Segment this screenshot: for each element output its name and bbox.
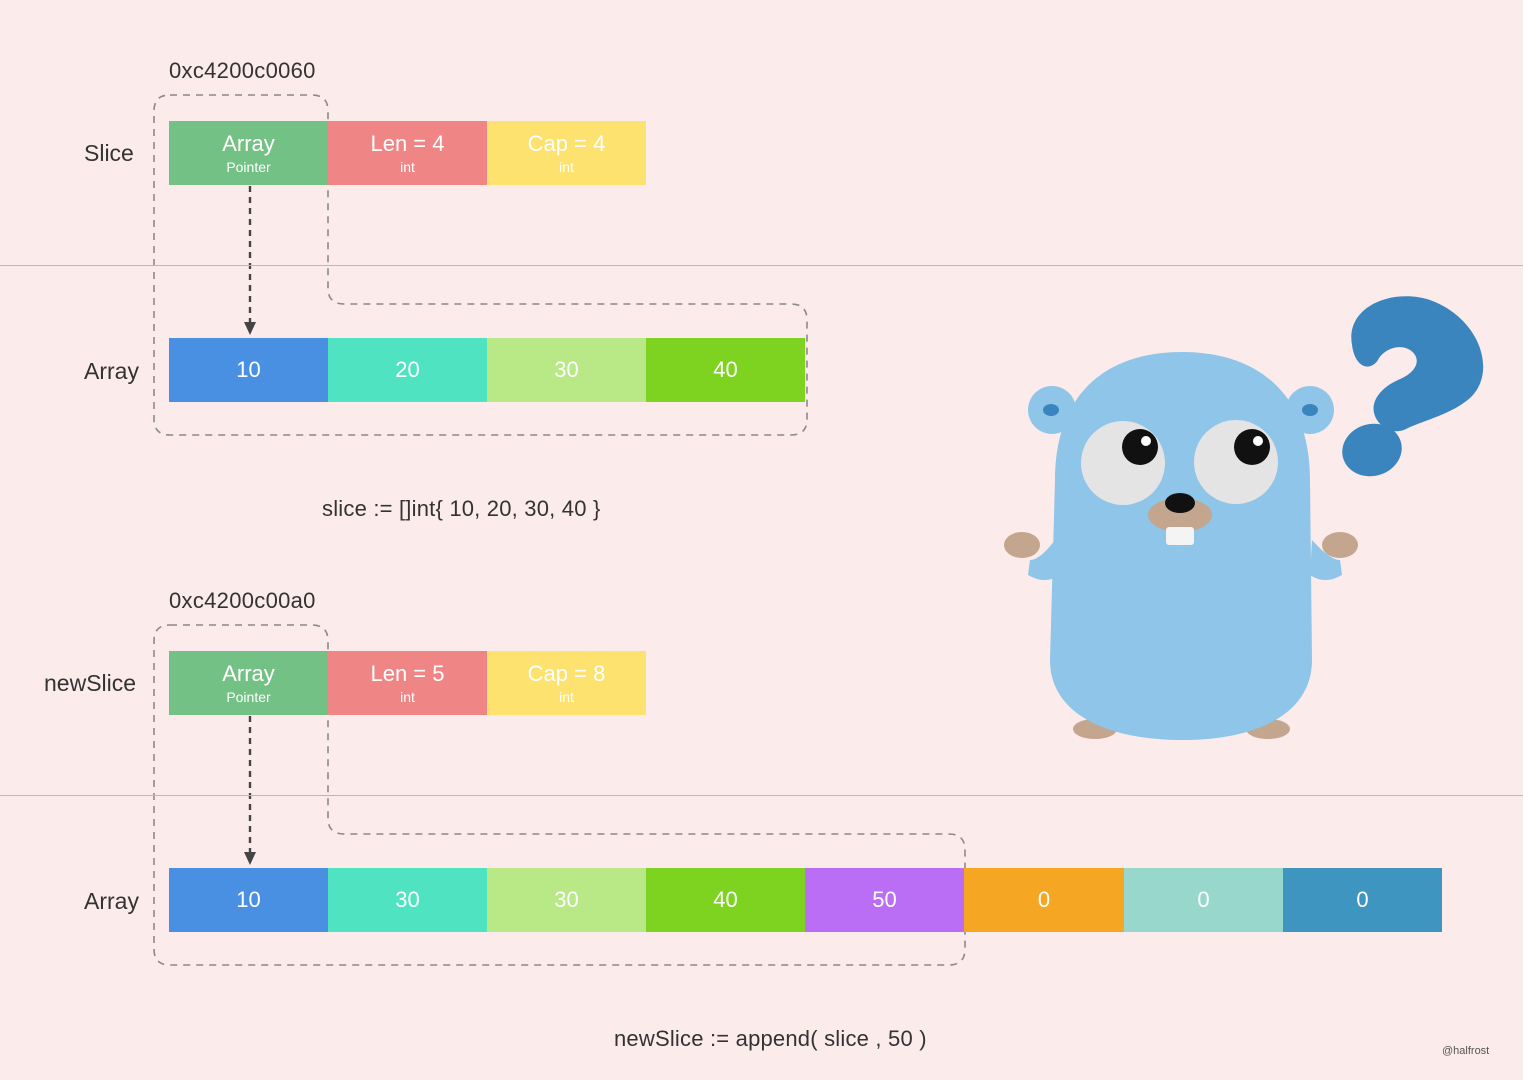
len-type: int xyxy=(400,688,415,705)
newslice-header-len: Len = 5 int xyxy=(328,651,487,715)
bottom-code-caption: newSlice := append( slice , 50 ) xyxy=(614,1026,927,1051)
gopher-right-hand xyxy=(1322,532,1358,558)
bottom-array-label: Array xyxy=(84,888,139,914)
bottom-array-element: 0 xyxy=(964,868,1124,932)
gopher-nose xyxy=(1165,493,1195,513)
top-array-element: 40 xyxy=(646,338,805,402)
top-array-element: 10 xyxy=(169,338,328,402)
bottom-array-element: 10 xyxy=(169,868,328,932)
slice-header-pointer: Array Pointer xyxy=(169,121,328,185)
top-array-label: Array xyxy=(84,358,139,384)
slice-header-len: Len = 4 int xyxy=(328,121,487,185)
cap-label: Cap = 4 xyxy=(527,130,606,156)
bottom-array-element: 50 xyxy=(805,868,964,932)
pointer-label: Array xyxy=(222,130,275,156)
top-array-element: 20 xyxy=(328,338,487,402)
top-slice-outline xyxy=(153,94,808,436)
gopher-body xyxy=(1050,352,1312,740)
pointer-label: Array xyxy=(222,660,275,686)
newslice-header-pointer: Array Pointer xyxy=(169,651,328,715)
bottom-array-element: 0 xyxy=(1124,868,1283,932)
top-code-caption: slice := []int{ 10, 20, 30, 40 } xyxy=(322,496,601,521)
pointer-type: Pointer xyxy=(226,158,271,175)
question-mark-icon xyxy=(1342,296,1484,477)
gopher-tooth xyxy=(1166,527,1194,545)
slice-header-cap: Cap = 4 int xyxy=(487,121,646,185)
pointer-type: Pointer xyxy=(226,688,271,705)
gopher-right-eye xyxy=(1194,420,1278,504)
len-type: int xyxy=(400,158,415,175)
top-slice-address: 0xc4200c0060 xyxy=(169,58,316,83)
bottom-array-element: 0 xyxy=(1283,868,1442,932)
bottom-array-element: 30 xyxy=(328,868,487,932)
section-divider-bottom xyxy=(0,795,1523,796)
bottom-array-element: 40 xyxy=(646,868,805,932)
newslice-header-cap: Cap = 8 int xyxy=(487,651,646,715)
bottom-slice-address: 0xc4200c00a0 xyxy=(169,588,316,613)
gopher-left-hand xyxy=(1004,532,1040,558)
bottom-slice-outline xyxy=(153,624,966,966)
cap-type: int xyxy=(559,688,574,705)
section-divider-top xyxy=(0,265,1523,266)
len-label: Len = 5 xyxy=(370,660,445,686)
gopher-snout xyxy=(1148,498,1212,532)
len-label: Len = 4 xyxy=(370,130,445,156)
author-credit: @halfrost xyxy=(1442,1045,1490,1057)
slice-label: Slice xyxy=(84,140,134,166)
gopher-left-eye xyxy=(1081,421,1165,505)
cap-label: Cap = 8 xyxy=(527,660,606,686)
cap-type: int xyxy=(559,158,574,175)
top-array-element: 30 xyxy=(487,338,646,402)
newslice-label: newSlice xyxy=(44,670,137,696)
bottom-array-element: 30 xyxy=(487,868,646,932)
